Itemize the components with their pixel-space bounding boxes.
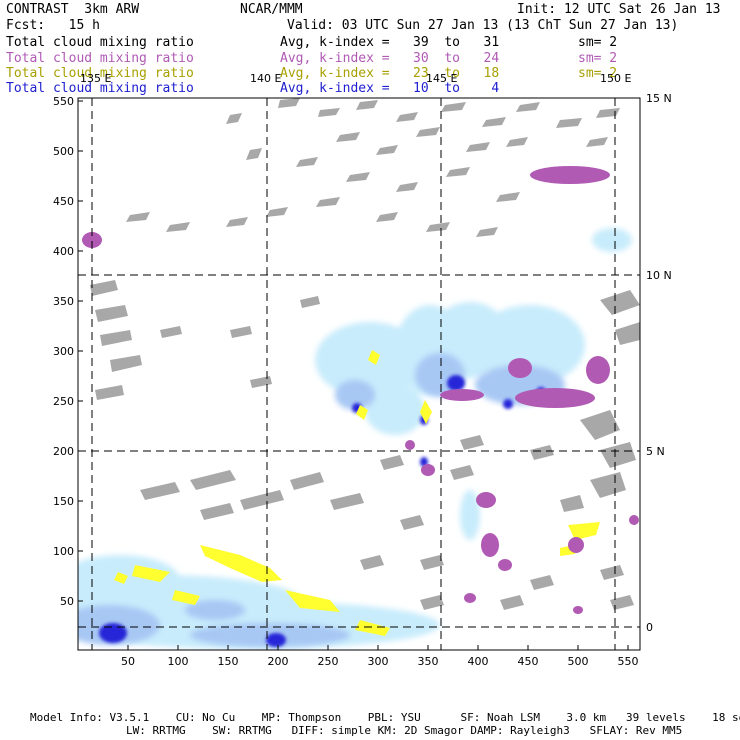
legend-row-1-range: Avg, k-index = 39 to 31 (280, 35, 500, 50)
legend-row-4-range: Avg, k-index = 10 to 4 (280, 81, 500, 96)
lon-label-140e: 140 E (250, 72, 281, 85)
x-tick-label: 400 (468, 655, 489, 668)
y-tick-label: 300 (53, 345, 74, 358)
legend-row-2-sm: sm= 2 (578, 51, 618, 66)
legend-row-1-sm: sm= 2 (578, 35, 618, 50)
valid-time: Valid: 03 UTC Sun 27 Jan 13 (13 ChT Sun … (287, 18, 679, 33)
x-tick-label: 250 (318, 655, 339, 668)
y-tick-label: 150 (53, 495, 74, 508)
x-tick-label: 450 (518, 655, 539, 668)
x-axis-labels: 50 100 150 200 250 300 350 400 450 500 5… (121, 655, 639, 668)
y-tick-label: 100 (53, 545, 74, 558)
y-tick-label: 250 (53, 395, 74, 408)
legend-row-2-field: Total cloud mixing ratio (6, 51, 194, 66)
y-axis-labels: 550 500 450 400 350 300 250 200 150 100 … (53, 95, 74, 608)
cloud-field (78, 98, 640, 649)
x-tick-label: 300 (368, 655, 389, 668)
x-tick-label: 200 (268, 655, 289, 668)
x-tick-label: 100 (168, 655, 189, 668)
model-title: CONTRAST 3km ARW (6, 2, 140, 17)
map-frame (77, 97, 641, 651)
model-info-line-2: LW: RRTMG SW: RRTMG DIFF: simple KM: 2D … (126, 724, 683, 737)
y-tick-label: 350 (53, 295, 74, 308)
model-info-line-1: Model Info: V3.5.1 CU: No Cu MP: Thompso… (30, 711, 740, 724)
x-tick-label: 150 (218, 655, 239, 668)
y-tick-label: 200 (53, 445, 74, 458)
lat-label-5n: 5 N (646, 445, 665, 458)
x-tick-label: 500 (568, 655, 589, 668)
x-tick-label: 50 (121, 655, 135, 668)
yellow-cloud-region (114, 350, 600, 636)
lat-label-0: 0 (646, 621, 653, 634)
y-tick-label: 50 (60, 595, 74, 608)
lon-label-135e: 135 E (80, 72, 111, 85)
legend-row-1-field: Total cloud mixing ratio (6, 35, 194, 50)
forecast-hour: Fcst: 15 h (6, 18, 100, 33)
legend-row-2-range: Avg, k-index = 30 to 24 (280, 51, 500, 66)
y-tick-label: 550 (53, 95, 74, 108)
lat-label-10n: 10 N (646, 269, 672, 282)
lat-label-15n: 15 N (646, 92, 672, 105)
legend-row-3-field: Total cloud mixing ratio (6, 66, 194, 81)
axis-ticks (78, 100, 629, 650)
lon-label-145e: 145 E (426, 72, 457, 85)
legend-row-3-sm: sm= 2 (578, 66, 618, 81)
org-title: NCAR/MMM (240, 2, 303, 17)
legend-row-3-range: Avg, k-index = 23 to 18 (280, 66, 500, 81)
y-tick-label: 400 (53, 245, 74, 258)
gray-cloud-region (90, 98, 640, 610)
x-tick-label: 350 (418, 655, 439, 668)
y-tick-label: 500 (53, 145, 74, 158)
legend-row-4-field: Total cloud mixing ratio (6, 81, 194, 96)
init-time: Init: 12 UTC Sat 26 Jan 13 (517, 2, 721, 17)
y-tick-label: 450 (53, 195, 74, 208)
lon-label-150e: 150 E (600, 72, 631, 85)
purple-cloud-region (82, 166, 639, 614)
lat-lon-grid (78, 98, 640, 650)
x-tick-label: 550 (618, 655, 639, 668)
